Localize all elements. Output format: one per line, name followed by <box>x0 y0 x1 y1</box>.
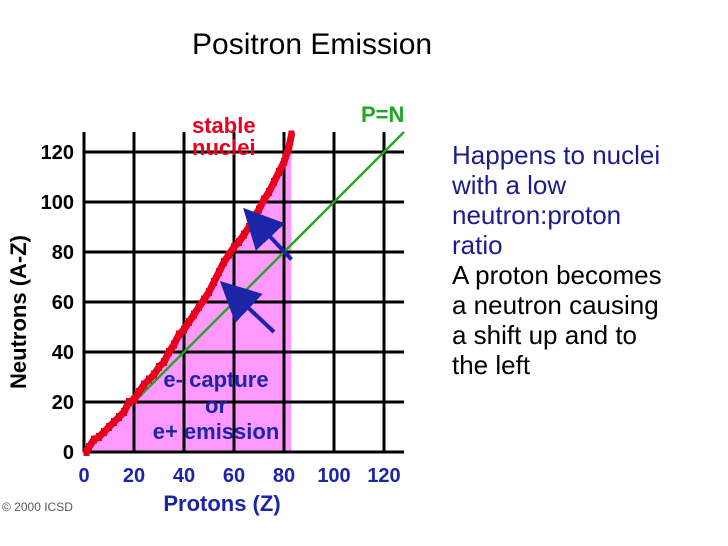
y-tick-label: 80 <box>52 242 74 264</box>
stable-nucleus-point <box>271 178 277 186</box>
stable-nucleus-point <box>191 310 197 319</box>
stable-nucleus-point <box>106 423 112 431</box>
stable-nucleus-point <box>151 370 157 379</box>
stable-nucleus-point <box>241 230 247 239</box>
stable-nucleus-point <box>86 443 92 451</box>
y-tick-label: 60 <box>52 292 74 314</box>
region-label-line2: or <box>205 393 227 418</box>
reference-line-label: P=N <box>361 102 404 127</box>
stable-nucleus-point <box>286 143 292 151</box>
stable-nucleus-point <box>161 358 167 366</box>
x-tick-label: 20 <box>123 465 145 487</box>
stable-nucleus-point <box>261 195 267 204</box>
x-tick-label: 100 <box>317 465 350 487</box>
x-tick-label: 120 <box>367 465 400 487</box>
stable-nucleus-point <box>96 433 102 441</box>
x-tick-label: 40 <box>173 465 195 487</box>
description-line-3: neutron:proton <box>452 200 622 230</box>
description-line-5: A proton becomes <box>452 260 662 290</box>
stable-nucleus-point <box>211 278 217 286</box>
stable-nucleus-point <box>91 435 97 444</box>
stable-nucleus-point <box>141 380 147 389</box>
description-text: Happens to nuclei with a low neutron:pro… <box>452 140 728 380</box>
stable-nucleus-point <box>216 268 222 276</box>
stable-nucleus-point <box>111 418 117 426</box>
y-tick-label: 120 <box>41 142 74 164</box>
y-tick-label: 40 <box>52 342 74 364</box>
y-tick-label: 100 <box>41 192 74 214</box>
region-label-line3: e+ emission <box>153 419 280 444</box>
stable-label-line1: stable <box>192 113 256 138</box>
shift-arrow <box>219 281 276 334</box>
description-line-6: a neutron causing <box>452 290 659 320</box>
region-label-line1: e- capture <box>163 367 268 392</box>
description-line-2: with a low <box>452 170 567 200</box>
stable-nucleus-point <box>276 168 282 176</box>
x-axis-label: Protons (Z) <box>163 491 280 516</box>
stable-nucleus-point <box>176 330 182 339</box>
stable-nucleus-point <box>266 188 272 196</box>
stable-nucleus-point <box>231 243 237 251</box>
stable-nucleus-point <box>246 223 252 231</box>
description-line-4: ratio <box>452 230 503 260</box>
copyright-notice: © 2000 ICSD <box>2 500 73 514</box>
y-axis-label: Neutrons (A-Z) <box>6 235 31 389</box>
stable-nucleus-point <box>116 413 122 421</box>
description-line-7: a shift up and to <box>452 320 638 350</box>
stable-nucleus-point <box>156 363 162 371</box>
description-line-1: Happens to nuclei <box>452 140 661 170</box>
y-tick-label: 20 <box>52 392 74 414</box>
y-tick-label: 0 <box>63 442 74 464</box>
stable-nucleus-point <box>236 238 242 246</box>
stable-nucleus-point <box>196 303 202 311</box>
stable-nucleus-point <box>121 408 127 416</box>
stable-nucleus-point <box>256 205 262 214</box>
page-title: Positron Emission <box>192 28 433 61</box>
stable-nucleus-point <box>226 250 232 259</box>
stable-nucleus-point <box>83 448 90 456</box>
x-tick-label: 0 <box>78 465 89 487</box>
stable-nucleus-point <box>281 158 287 166</box>
stable-nucleus-point <box>126 398 132 406</box>
valley-region <box>86 134 292 452</box>
stable-nucleus-point <box>186 318 192 326</box>
stable-nucleus-point <box>288 130 295 139</box>
stable-nucleus-point <box>166 348 172 356</box>
stable-nucleus-point <box>206 288 212 296</box>
description-line-8: the left <box>452 350 531 380</box>
stable-nucleus-point <box>136 388 142 396</box>
x-tick-label: 60 <box>223 465 245 487</box>
stable-nucleus-point <box>101 428 107 436</box>
stable-nucleus-point <box>181 325 187 334</box>
stable-nucleus-point <box>221 258 227 266</box>
stable-label-line2: nuclei <box>192 135 256 160</box>
stable-nucleus-point <box>171 340 177 349</box>
shift-arrow <box>243 207 293 261</box>
stable-nucleus-point <box>201 295 207 304</box>
stable-nucleus-point <box>146 375 152 384</box>
stable-nucleus-point <box>131 395 137 404</box>
x-tick-label: 80 <box>273 465 295 487</box>
